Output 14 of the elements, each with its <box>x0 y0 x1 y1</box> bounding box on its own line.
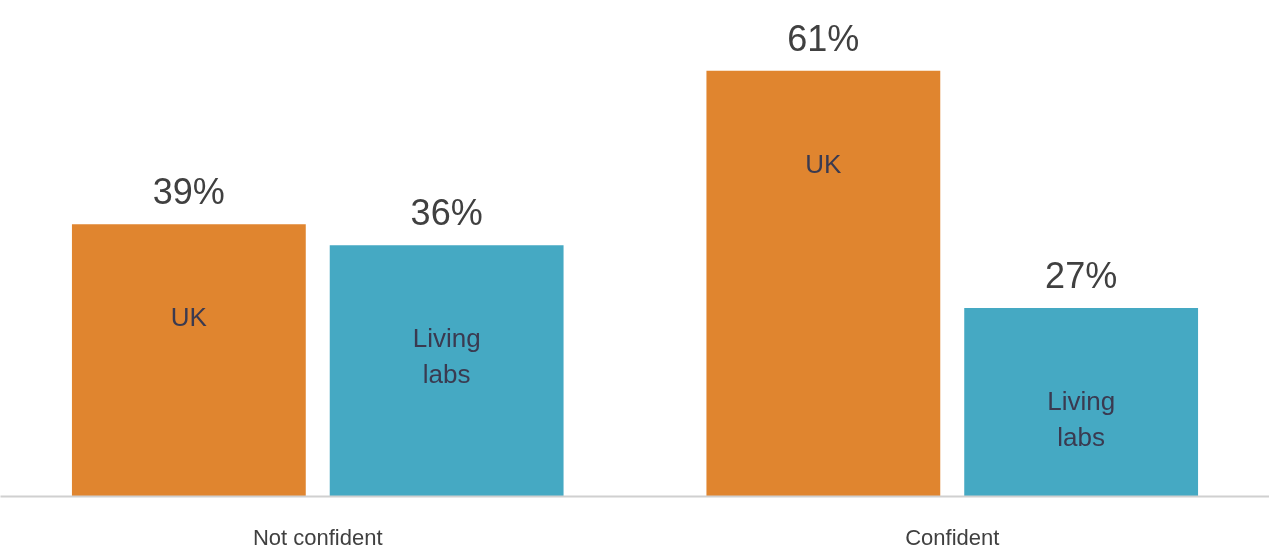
data-label: 27% <box>1045 255 1118 297</box>
data-label: 39% <box>152 171 225 213</box>
series-label: Living labs <box>1047 386 1116 453</box>
data-label: 61% <box>787 17 860 59</box>
series-label: UK <box>170 302 208 333</box>
bar <box>329 245 564 497</box>
x-tick-label: Confident <box>905 524 1000 550</box>
bar <box>706 70 941 497</box>
text: Living labs <box>412 323 481 390</box>
x-tick-label: Not confident <box>252 524 383 550</box>
bar <box>71 224 306 497</box>
data-label: 36% <box>410 192 483 234</box>
bar <box>964 308 1199 497</box>
text: UK <box>805 148 842 179</box>
